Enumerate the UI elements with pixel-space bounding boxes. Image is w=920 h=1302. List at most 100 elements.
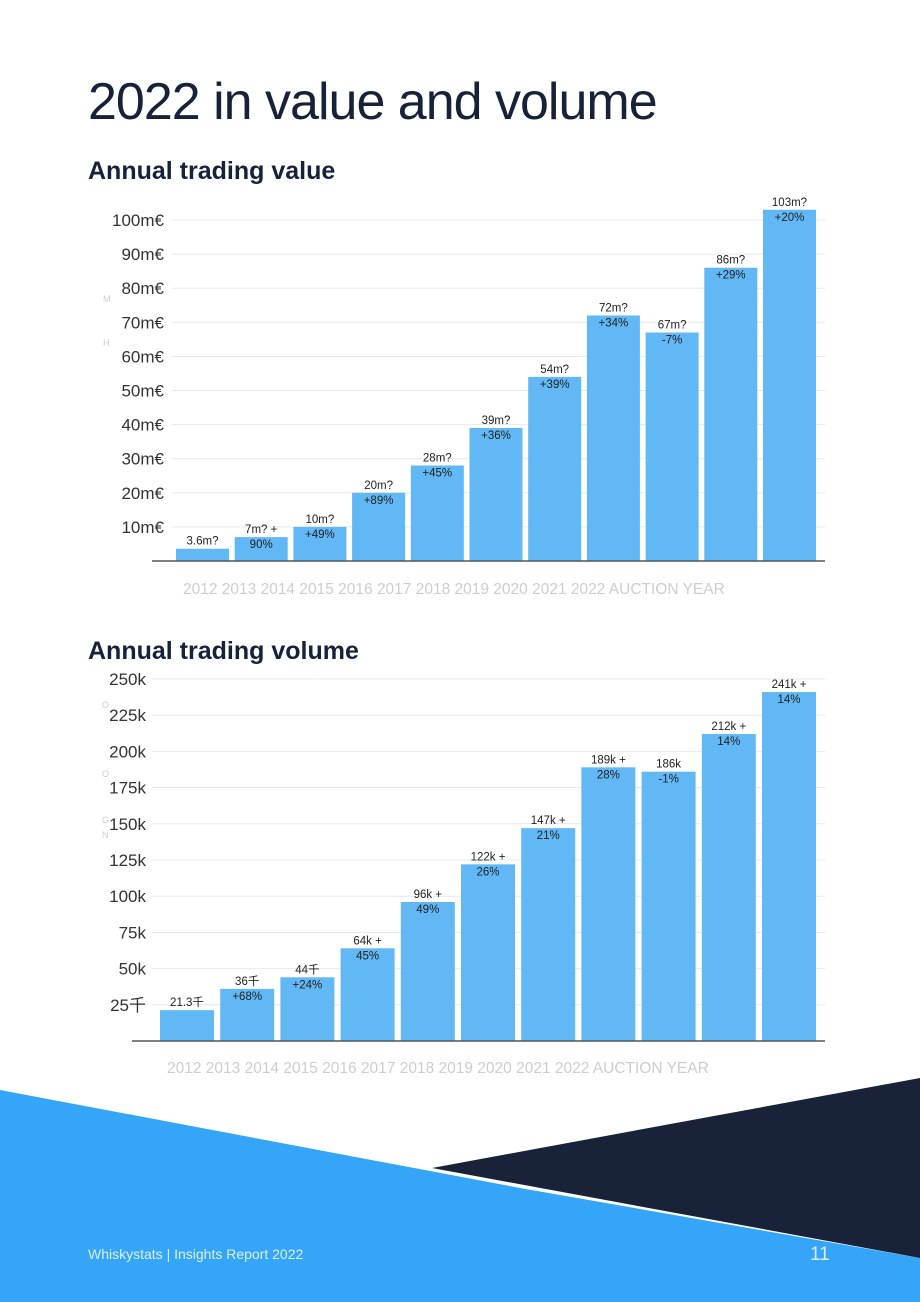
data-label-value: 36千 <box>235 975 259 988</box>
data-label-change: 21% <box>537 830 560 842</box>
data-label-value: 21.3千 <box>170 996 204 1009</box>
bar-2016 <box>410 465 464 561</box>
bar-2014 <box>293 526 347 561</box>
bar-2021 <box>704 267 758 561</box>
page-title: 2022 in value and volume <box>88 73 658 131</box>
bar-2022 <box>763 209 816 561</box>
data-label-value: 186k <box>656 759 681 771</box>
data-label-change: +29% <box>716 270 746 282</box>
y-tick-label: 225k <box>109 706 146 725</box>
data-label-value: 54m? <box>540 364 569 376</box>
y-axis-label-fragment: O <box>102 769 109 779</box>
bar-2019 <box>581 767 636 1041</box>
data-label-change: 14% <box>717 736 740 748</box>
bar-2022 <box>762 692 816 1041</box>
y-tick-label: 70m€ <box>121 313 164 332</box>
y-axis-label-fragment: M <box>103 294 111 304</box>
value-chart-title: Annual trading value <box>88 157 336 185</box>
light-blue-band <box>0 1090 920 1302</box>
data-label-value: 10m? <box>306 514 335 526</box>
volume-chart: 25千 50k 75k 100k 125k 150k 175k 200k 225k 250k O O G… <box>102 670 825 1077</box>
data-label-change: +24% <box>293 979 323 991</box>
data-label-value: 212k + <box>711 721 746 733</box>
y-tick-label: 50k <box>119 960 147 979</box>
data-label-value: 86m? <box>716 255 745 267</box>
data-label-change: +34% <box>599 317 629 329</box>
y-tick-label: 150k <box>109 815 146 834</box>
data-label-value: 28m? <box>423 453 452 465</box>
data-label-value: 20m? <box>364 480 393 492</box>
bar-2020 <box>641 771 696 1041</box>
x-axis-label: 2012 2013 2014 2015 2016 2017 2018 2019 … <box>167 1060 709 1077</box>
data-label-change: 28% <box>597 769 620 781</box>
data-label-value: 44千 <box>295 963 319 976</box>
footer-text: Whiskystats | Insights Report 2022 <box>88 1246 304 1262</box>
bar-2016 <box>400 901 455 1041</box>
y-tick-label: 200k <box>109 742 146 761</box>
y-tick-label: 100k <box>109 887 146 906</box>
y-tick-label: 40m€ <box>121 416 164 435</box>
bar-2013 <box>220 988 275 1041</box>
data-label-change: +89% <box>364 495 394 507</box>
navy-triangle <box>432 1078 920 1258</box>
y-tick-label: 100m€ <box>112 211 165 230</box>
data-label-value: 3.6m? <box>187 536 219 548</box>
data-label-change: +36% <box>481 430 511 442</box>
data-label-value: 241k + <box>772 679 807 691</box>
y-tick-label: 250k <box>109 670 146 689</box>
y-tick-label: 20m€ <box>121 484 164 503</box>
y-axis-label-fragment: N <box>102 830 109 840</box>
page-number: 11 <box>810 1244 830 1265</box>
bar-2017 <box>461 864 515 1041</box>
bar-2012 <box>160 1010 214 1041</box>
bar-2014 <box>280 977 335 1041</box>
y-tick-label: 175k <box>109 779 146 798</box>
value-chart: 10m€ 20m€ 30m€ 40m€ 50m€ 60m€ 70m€ 80m€ 90m€ 100m… <box>103 197 825 598</box>
data-label-value: 96k + <box>414 889 443 901</box>
y-tick-label: 90m€ <box>121 245 164 264</box>
bar-2017 <box>469 428 523 561</box>
data-label-change: 26% <box>476 866 499 878</box>
bar-2018 <box>521 828 576 1041</box>
y-axis-label-fragment: H <box>103 338 110 348</box>
bar-2018 <box>528 376 582 561</box>
y-tick-label: 30m€ <box>121 450 164 469</box>
data-label-value: 103m? <box>772 197 807 209</box>
data-label-value: 64k + <box>353 935 382 947</box>
data-label-value: 147k + <box>531 815 566 827</box>
y-axis-label-fragment: G <box>102 815 109 825</box>
volume-chart-title: Annual trading volume <box>88 637 359 665</box>
data-label-change: +45% <box>422 468 452 480</box>
data-label-value: 67m? <box>658 320 687 332</box>
data-label-change: 14% <box>777 694 800 706</box>
data-label-change: 45% <box>356 950 379 962</box>
data-label-value: 7m? + <box>245 524 278 536</box>
bar-2019 <box>586 315 640 561</box>
data-label-change: +68% <box>232 991 262 1003</box>
data-label-change: 49% <box>416 904 439 916</box>
y-tick-label: 80m€ <box>121 279 164 298</box>
y-tick-label: 10m€ <box>121 518 164 537</box>
y-axis-label-fragment: O <box>102 700 109 710</box>
y-tick-label: 25千 <box>110 996 146 1015</box>
data-label-change: +39% <box>540 379 570 391</box>
bar-2015 <box>340 948 395 1041</box>
bar-2020 <box>645 332 699 561</box>
y-tick-label: 60m€ <box>121 347 164 366</box>
data-label-value: 72m? <box>599 302 628 314</box>
data-label-change: -7% <box>662 335 682 347</box>
data-label-value: 39m? <box>482 415 511 427</box>
data-label-change: +49% <box>305 529 335 541</box>
data-label-value: 189k + <box>591 754 626 766</box>
data-label-value: 122k + <box>471 851 506 863</box>
bar-2015 <box>352 492 406 561</box>
y-tick-label: 50m€ <box>121 382 164 401</box>
y-tick-label: 75k <box>119 923 147 942</box>
y-tick-label: 125k <box>109 851 146 870</box>
data-label-change: 90% <box>250 539 273 551</box>
data-label-change: +20% <box>775 212 805 224</box>
bar-2013 <box>234 537 288 561</box>
data-label-change: -1% <box>658 774 678 786</box>
x-axis-label: 2012 2013 2014 2015 2016 2017 2018 2019 … <box>183 581 725 598</box>
